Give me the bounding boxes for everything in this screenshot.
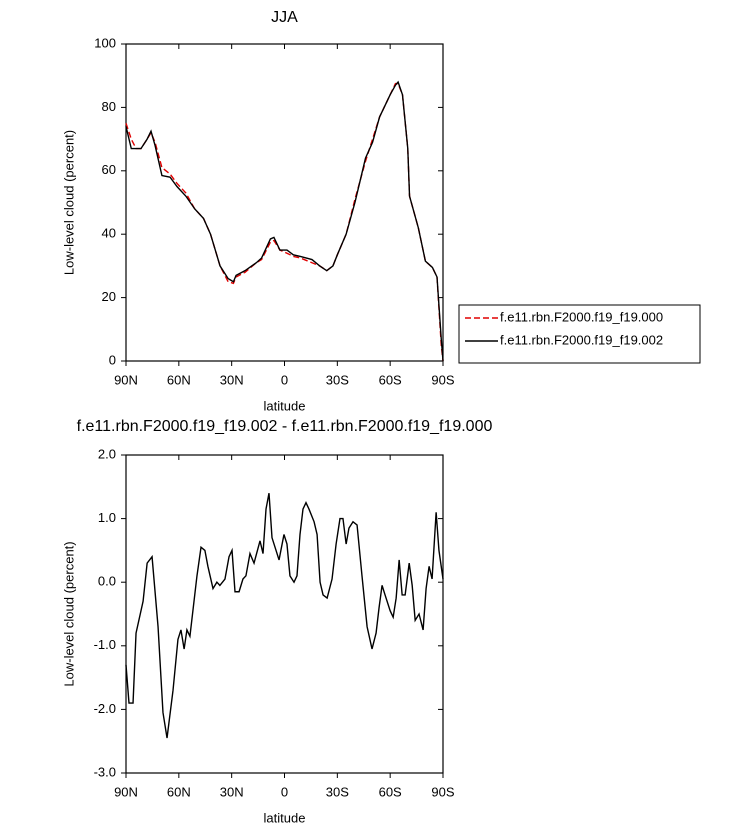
y-axis-title: Low-level cloud (percent) [61,130,76,275]
legend-label: f.e11.rbn.F2000.f19_f19.000 [500,309,663,324]
x-axis-title: latitude [264,398,306,413]
x-tick-label: 60S [379,784,402,799]
y-tick-label: 60 [102,162,116,177]
x-tick-label: 0 [281,372,288,387]
x-tick-label: 90N [114,372,138,387]
x-tick-label: 60S [379,372,402,387]
x-tick-label: 90S [431,372,454,387]
legend: f.e11.rbn.F2000.f19_f19.000 f.e11.rbn.F20… [458,304,701,364]
legend-label: f.e11.rbn.F2000.f19_f19.002 [500,332,663,347]
x-tick-label: 30S [326,372,349,387]
x-axis-title: latitude [264,810,306,825]
x-tick-label: 30N [220,784,244,799]
x-tick-label: 60N [167,372,191,387]
series-line [125,82,444,362]
x-tick-label: 90N [114,784,138,799]
y-tick-label: 0 [109,352,116,367]
y-tick-label: 1.0 [98,510,116,525]
y-tick-label: 0.0 [98,574,116,589]
x-tick-label: 60N [167,784,191,799]
x-tick-label: 0 [281,784,288,799]
y-tick-label: -2.0 [94,701,116,716]
chart-title: f.e11.rbn.F2000.f19_f19.002 - f.e11.rbn.… [77,418,493,435]
y-axis-title: Low-level cloud (percent) [61,541,76,686]
series-line [125,493,444,739]
legend-box [458,304,701,364]
y-tick-label: 2.0 [98,446,116,461]
plot-frame [125,43,444,362]
x-tick-label: 30N [220,372,244,387]
y-tick-label: 40 [102,226,116,241]
x-tick-label: 30S [326,784,349,799]
y-tick-label: 100 [94,35,116,50]
y-tick-label: -3.0 [94,764,116,779]
y-tick-label: 20 [102,289,116,304]
y-tick-label: 80 [102,99,116,114]
y-tick-label: -1.0 [94,637,116,652]
x-tick-label: 90S [431,784,454,799]
series-line [125,80,444,362]
chart-title: JJA [271,9,298,26]
plot-frame [125,454,444,774]
